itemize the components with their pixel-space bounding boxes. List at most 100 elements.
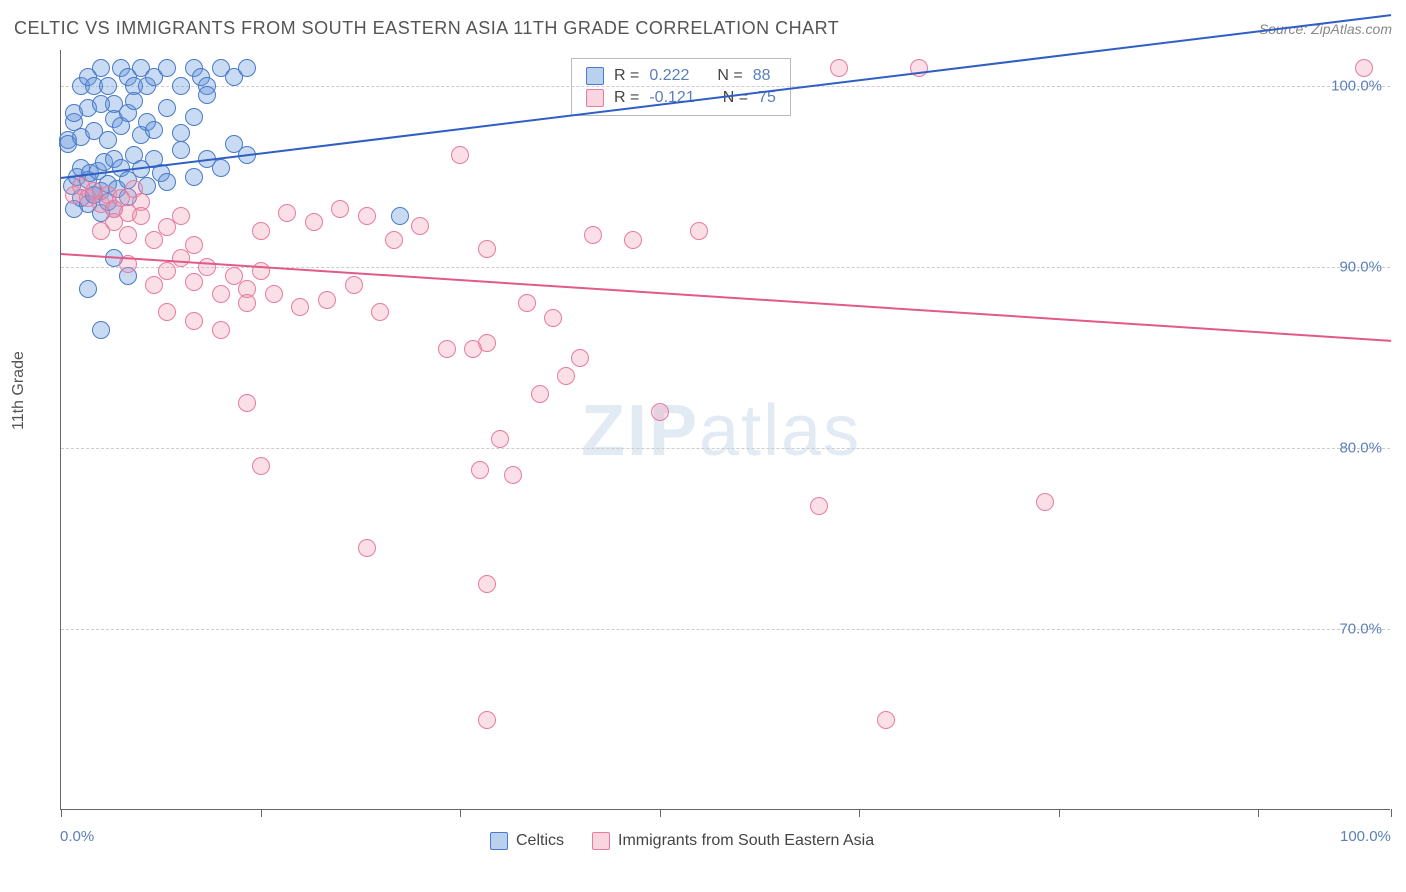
data-point-celtics [145,121,163,139]
data-point-immigrants [252,262,270,280]
data-point-celtics [99,131,117,149]
x-tick [460,809,461,817]
legend-item-celtics: Celtics [490,832,564,850]
r-value-celtics: 0.222 [649,67,689,85]
data-point-immigrants [464,340,482,358]
data-point-immigrants [132,207,150,225]
data-point-immigrants [478,575,496,593]
swatch-pink-icon [586,89,604,107]
data-point-immigrants [158,303,176,321]
data-point-immigrants [331,200,349,218]
legend-bottom: Celtics Immigrants from South Eastern As… [490,832,874,850]
data-point-celtics [172,77,190,95]
data-point-immigrants [145,276,163,294]
x-tick [660,809,661,817]
y-tick-label: 80.0% [1339,440,1382,457]
data-point-immigrants [238,294,256,312]
legend-label-celtics: Celtics [516,832,564,850]
data-point-immigrants [557,367,575,385]
swatch-blue-icon [490,832,508,850]
data-point-immigrants [584,226,602,244]
y-tick-label: 70.0% [1339,621,1382,638]
data-point-immigrants [278,204,296,222]
data-point-immigrants [252,457,270,475]
data-point-immigrants [690,222,708,240]
data-point-immigrants [877,711,895,729]
x-tick [261,809,262,817]
data-point-immigrants [291,298,309,316]
swatch-pink-icon [592,832,610,850]
data-point-celtics [391,207,409,225]
data-point-celtics [185,168,203,186]
data-point-celtics [125,92,143,110]
data-point-immigrants [478,711,496,729]
data-point-immigrants [518,294,536,312]
data-point-immigrants [358,207,376,225]
data-point-celtics [238,59,256,77]
data-point-celtics [198,86,216,104]
data-point-immigrants [1355,59,1373,77]
x-tick [1059,809,1060,817]
data-point-immigrants [358,539,376,557]
data-point-immigrants [810,497,828,515]
scatter-chart: ZIPatlas R = 0.222 N = 88 R = -0.121 N =… [60,50,1390,810]
data-point-celtics [158,173,176,191]
data-point-celtics [99,77,117,95]
data-point-immigrants [451,146,469,164]
data-point-immigrants [504,466,522,484]
y-axis-label: 11th Grade [10,351,28,430]
data-point-immigrants [265,285,283,303]
data-point-immigrants [385,231,403,249]
data-point-immigrants [1036,493,1054,511]
data-point-immigrants [411,217,429,235]
data-point-immigrants [172,207,190,225]
legend-item-immigrants: Immigrants from South Eastern Asia [592,832,874,850]
x-tick [1258,809,1259,817]
gridline [61,448,1390,449]
gridline [61,629,1390,630]
data-point-immigrants [238,394,256,412]
watermark-text: ZIPatlas [581,390,861,472]
data-point-immigrants [571,349,589,367]
data-point-immigrants [185,273,203,291]
data-point-immigrants [305,213,323,231]
legend-row-immigrants: R = -0.121 N = 75 [586,87,776,109]
data-point-immigrants [651,403,669,421]
data-point-immigrants [172,249,190,267]
data-point-immigrants [544,309,562,327]
data-point-immigrants [531,385,549,403]
data-point-immigrants [624,231,642,249]
swatch-blue-icon [586,67,604,85]
data-point-immigrants [119,226,137,244]
data-point-immigrants [478,240,496,258]
data-point-celtics [185,108,203,126]
data-point-celtics [79,280,97,298]
gridline [61,86,1390,87]
data-point-immigrants [491,430,509,448]
data-point-immigrants [252,222,270,240]
y-tick-label: 90.0% [1339,259,1382,276]
data-point-immigrants [185,312,203,330]
n-value-celtics: 88 [753,67,771,85]
chart-title: CELTIC VS IMMIGRANTS FROM SOUTH EASTERN … [14,18,839,39]
data-point-immigrants [438,340,456,358]
data-point-immigrants [212,321,230,339]
data-point-immigrants [318,291,336,309]
data-point-celtics [92,321,110,339]
x-tick-label: 100.0% [1340,828,1391,845]
data-point-celtics [92,59,110,77]
data-point-celtics [172,141,190,159]
x-tick [859,809,860,817]
data-point-immigrants [212,285,230,303]
data-point-immigrants [830,59,848,77]
data-point-immigrants [198,258,216,276]
data-point-celtics [158,59,176,77]
data-point-celtics [92,95,110,113]
trendline [61,253,1391,342]
data-point-immigrants [471,461,489,479]
data-point-celtics [212,159,230,177]
x-tick-label: 0.0% [60,828,94,845]
data-point-immigrants [345,276,363,294]
chart-header: CELTIC VS IMMIGRANTS FROM SOUTH EASTERN … [14,18,1392,39]
data-point-immigrants [371,303,389,321]
